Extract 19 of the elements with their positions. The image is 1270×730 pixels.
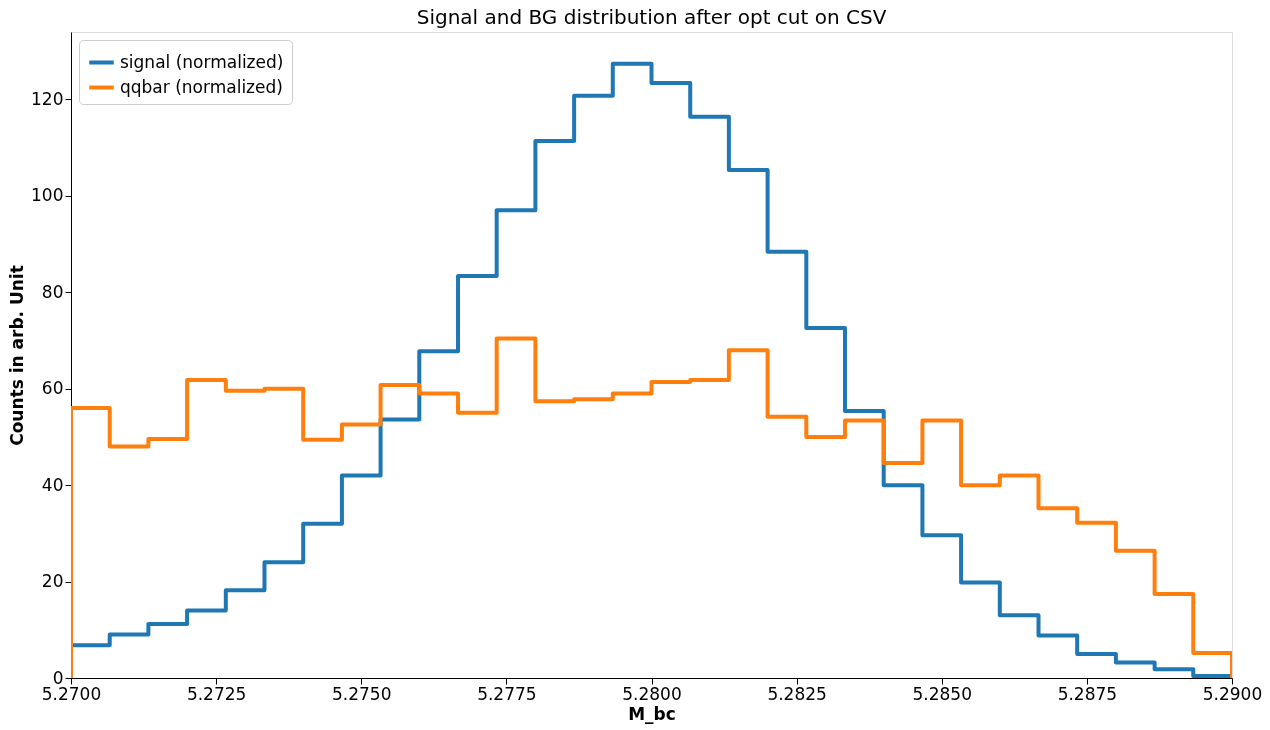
legend-label: signal (normalized): [120, 51, 284, 72]
x-tick-label: 5.2775: [477, 683, 537, 704]
x-tick-label: 5.2800: [622, 683, 682, 704]
x-tick-label: 5.2825: [767, 683, 827, 704]
legend-label: qqbar (normalized): [120, 76, 283, 97]
x-tick-label: 5.2850: [912, 683, 972, 704]
x-axis-title: M_bc: [628, 703, 676, 724]
y-tick-label: 40: [41, 474, 64, 495]
y-tick-label: 120: [31, 88, 64, 109]
y-tick-label: 20: [41, 571, 64, 592]
y-tick-label: 60: [41, 378, 64, 399]
y-axis-title: Counts in arb. Unit: [7, 265, 28, 446]
y-tick-label: 100: [31, 185, 64, 206]
x-tick-label: 5.2750: [332, 683, 392, 704]
chart-title: Signal and BG distribution after opt cut on CSV: [416, 5, 887, 29]
y-tick-label: 80: [41, 281, 64, 302]
x-tick-label: 5.2900: [1202, 683, 1263, 704]
x-tick-label: 5.2875: [1057, 683, 1118, 704]
x-tick-label: 5.2725: [186, 683, 247, 704]
